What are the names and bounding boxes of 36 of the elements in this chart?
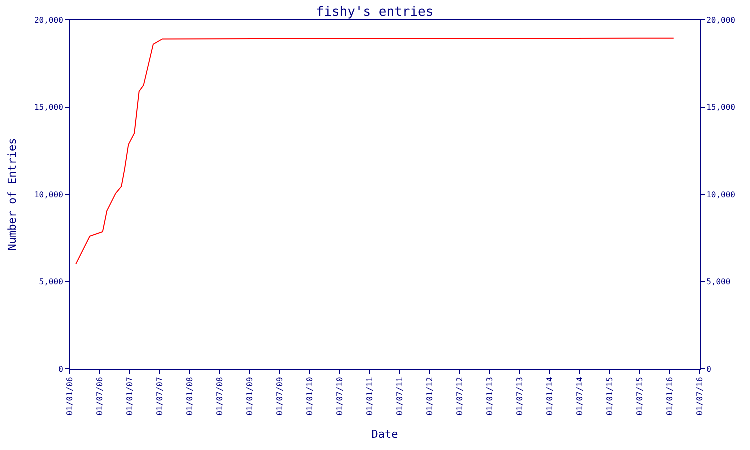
x-tick-label: 01/07/11 [395, 377, 404, 416]
x-tick-label: 01/07/07 [155, 377, 164, 416]
x-tick-label: 01/07/14 [575, 377, 584, 416]
x-tick-label: 01/07/09 [275, 377, 284, 416]
y2-tick-label: 10,000 [706, 190, 736, 200]
x-tick-label: 01/01/06 [66, 377, 75, 416]
y2-tick-label: 5,000 [706, 278, 731, 287]
x-tick-label: 01/01/10 [306, 377, 315, 416]
x-tick-label: 01/01/14 [546, 377, 555, 416]
x-tick-label: 01/01/11 [366, 377, 375, 416]
x-tick-label: 01/07/06 [95, 377, 104, 416]
chart-title: fishy's entries [316, 4, 434, 20]
x-tick-label: 01/01/15 [606, 377, 615, 416]
x-tick-label: 01/07/16 [696, 377, 705, 416]
y-tick-label: 0 [58, 364, 64, 374]
x-tick-label: 01/01/07 [126, 377, 135, 416]
x-tick-label: 01/01/16 [666, 377, 675, 416]
x-tick-label: 01/07/13 [516, 377, 525, 416]
line-series [76, 38, 674, 265]
x-tick-label: 01/07/10 [335, 377, 344, 416]
y-tick-label: 5,000 [39, 278, 64, 287]
y2-tick-label: 20,000 [706, 16, 736, 25]
x-tick-label: 01/07/12 [456, 377, 465, 416]
y-tick-label: 20,000 [34, 16, 64, 25]
x-axis-title: Date [372, 428, 398, 441]
y2-tick-label: 0 [706, 364, 712, 374]
x-tick-label: 01/01/08 [186, 377, 195, 416]
x-tick-label: 01/01/09 [246, 377, 255, 416]
y-tick-label: 15,000 [34, 103, 64, 112]
x-tick-label: 01/07/15 [635, 377, 644, 416]
x-tick-label: 01/07/08 [215, 377, 224, 416]
y-tick-label: 10,000 [34, 190, 64, 200]
x-tick-label: 01/01/13 [486, 377, 495, 416]
x-tick-label: 01/01/12 [426, 377, 435, 416]
y-axis-title: Number of Entries [6, 138, 20, 251]
y2-tick-label: 15,000 [706, 103, 736, 112]
